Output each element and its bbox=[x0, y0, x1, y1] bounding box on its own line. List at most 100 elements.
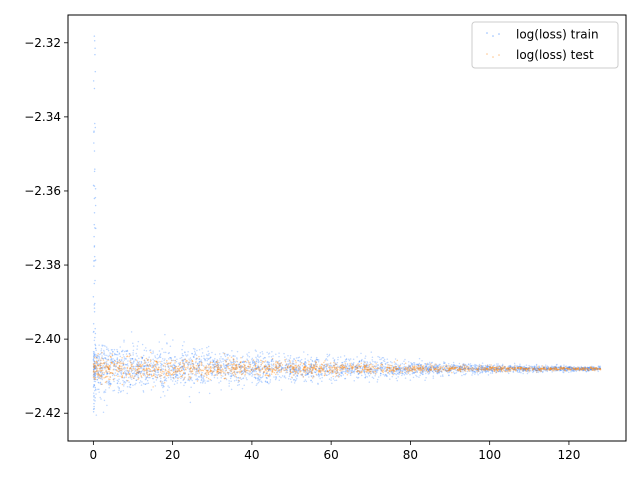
data-point bbox=[144, 364, 147, 367]
data-point bbox=[111, 354, 114, 357]
data-point bbox=[434, 365, 436, 367]
data-point bbox=[507, 367, 509, 369]
data-point bbox=[93, 260, 95, 262]
data-point bbox=[134, 375, 136, 377]
data-point bbox=[463, 364, 465, 366]
data-point bbox=[305, 371, 308, 373]
data-point bbox=[323, 361, 325, 364]
data-point bbox=[148, 363, 151, 366]
data-point bbox=[116, 369, 118, 371]
data-point bbox=[314, 359, 316, 362]
data-point bbox=[193, 368, 196, 371]
data-point bbox=[381, 365, 383, 368]
data-point bbox=[361, 367, 364, 370]
data-point bbox=[464, 367, 466, 370]
data-point bbox=[398, 370, 401, 372]
data-point bbox=[341, 372, 343, 374]
data-point bbox=[518, 371, 521, 373]
data-point bbox=[337, 365, 339, 367]
data-point bbox=[160, 377, 162, 380]
data-point bbox=[219, 380, 222, 382]
data-point bbox=[420, 372, 422, 374]
data-point bbox=[264, 380, 267, 382]
data-point bbox=[456, 364, 458, 367]
data-point bbox=[566, 369, 568, 372]
data-point bbox=[163, 359, 165, 362]
data-point bbox=[289, 372, 292, 374]
data-point bbox=[284, 356, 286, 358]
data-point bbox=[93, 352, 95, 355]
data-point bbox=[584, 367, 586, 370]
data-point bbox=[591, 367, 594, 369]
data-point bbox=[379, 366, 382, 369]
data-point bbox=[254, 363, 256, 366]
data-point bbox=[586, 368, 589, 371]
data-point bbox=[270, 363, 273, 366]
data-point bbox=[126, 369, 129, 372]
data-point bbox=[169, 345, 172, 348]
data-point bbox=[317, 383, 319, 385]
data-point bbox=[284, 358, 286, 361]
data-point bbox=[230, 361, 233, 364]
data-point bbox=[200, 374, 203, 376]
data-point bbox=[185, 359, 188, 362]
data-point bbox=[343, 364, 345, 367]
data-point bbox=[562, 368, 564, 371]
data-point bbox=[291, 366, 294, 369]
data-point bbox=[289, 372, 292, 375]
data-point bbox=[482, 366, 485, 369]
data-point bbox=[221, 358, 223, 360]
data-point bbox=[525, 367, 528, 370]
data-point bbox=[165, 369, 167, 372]
data-point bbox=[280, 371, 282, 373]
data-point bbox=[483, 369, 486, 371]
data-point bbox=[200, 361, 203, 363]
data-point bbox=[225, 366, 227, 369]
data-point bbox=[389, 369, 391, 371]
data-point bbox=[289, 369, 292, 371]
data-point bbox=[363, 366, 366, 369]
data-point bbox=[373, 369, 376, 371]
data-point bbox=[304, 368, 307, 371]
data-point bbox=[431, 361, 433, 364]
data-point bbox=[116, 379, 119, 382]
data-point bbox=[260, 380, 262, 383]
data-point bbox=[251, 375, 253, 377]
data-point bbox=[153, 368, 156, 370]
data-point bbox=[380, 367, 382, 370]
data-point bbox=[487, 370, 490, 373]
data-point bbox=[371, 376, 374, 379]
data-point bbox=[567, 367, 569, 370]
data-point bbox=[550, 367, 553, 370]
data-point bbox=[137, 376, 140, 379]
data-point bbox=[463, 368, 465, 370]
data-point bbox=[128, 381, 130, 383]
data-point bbox=[241, 356, 243, 359]
data-point bbox=[119, 391, 122, 393]
data-point bbox=[312, 366, 314, 369]
data-point bbox=[99, 359, 102, 362]
data-point bbox=[569, 368, 572, 371]
data-point bbox=[187, 363, 190, 366]
data-point bbox=[313, 360, 316, 363]
data-point bbox=[285, 364, 287, 366]
data-point bbox=[470, 368, 472, 371]
data-point bbox=[121, 383, 124, 386]
data-point bbox=[487, 365, 490, 368]
data-point bbox=[218, 353, 221, 355]
data-point bbox=[326, 374, 328, 376]
data-point bbox=[478, 370, 480, 373]
data-point bbox=[213, 368, 216, 370]
data-point bbox=[153, 374, 155, 377]
data-point bbox=[100, 370, 102, 372]
data-point bbox=[514, 366, 517, 369]
data-point bbox=[386, 368, 388, 371]
data-point bbox=[138, 363, 140, 365]
data-point bbox=[522, 367, 525, 369]
data-point bbox=[179, 363, 182, 365]
data-point bbox=[573, 370, 575, 372]
data-point bbox=[348, 364, 351, 367]
data-point bbox=[171, 369, 173, 371]
data-point bbox=[397, 366, 400, 368]
data-point bbox=[576, 368, 578, 370]
